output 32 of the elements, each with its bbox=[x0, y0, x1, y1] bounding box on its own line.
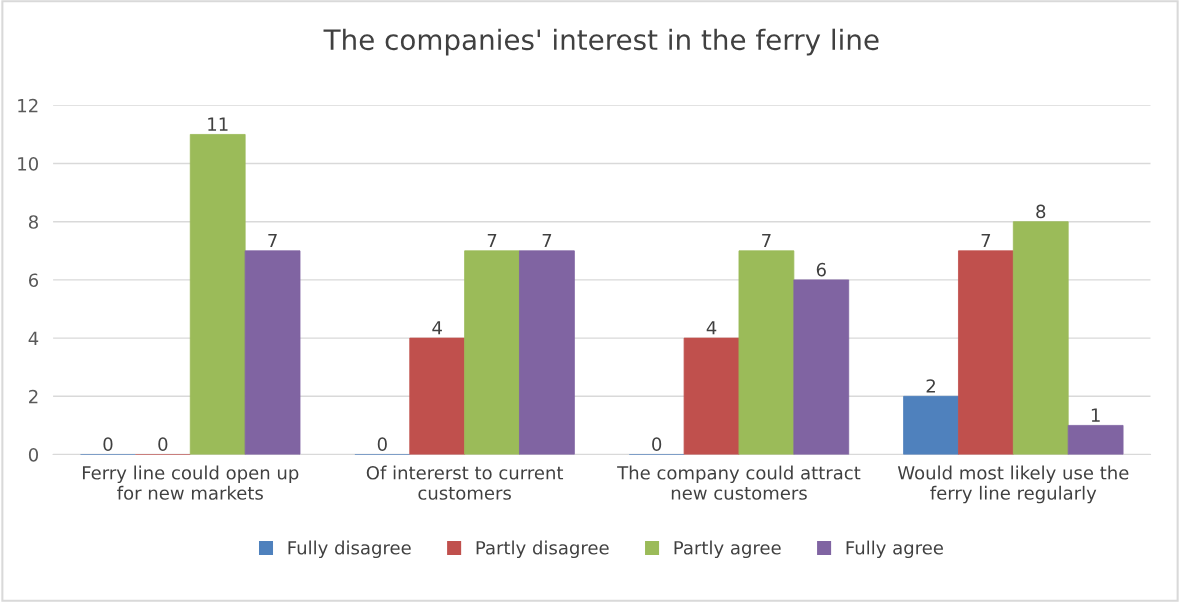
y-tick-label: 4 bbox=[28, 331, 39, 345]
chart-title: The companies' interest in the ferry line bbox=[323, 28, 879, 56]
legend-label: Partly agree bbox=[674, 540, 781, 559]
y-tick-label: 10 bbox=[18, 157, 39, 171]
data-label: 0 bbox=[103, 437, 113, 452]
x-tick-label: The company could attract new customers bbox=[617, 465, 861, 500]
data-label: 4 bbox=[432, 321, 442, 335]
data-label: 0 bbox=[158, 437, 168, 452]
data-label: 0 bbox=[652, 437, 662, 452]
legend-label: Fully disagree bbox=[288, 540, 411, 559]
data-label: 8 bbox=[1036, 204, 1046, 219]
data-label: 6 bbox=[816, 262, 826, 277]
legend-label: Partly disagree bbox=[476, 540, 609, 559]
data-label: 11 bbox=[208, 117, 228, 131]
y-tick-label: 2 bbox=[29, 389, 38, 404]
data-label: 7 bbox=[487, 233, 497, 248]
data-label: 7 bbox=[542, 233, 552, 248]
data-label: 7 bbox=[762, 233, 771, 248]
data-label: 2 bbox=[926, 379, 935, 393]
data-label: 4 bbox=[706, 321, 717, 335]
y-tick-label: 12 bbox=[18, 98, 38, 113]
x-tick-label: Ferry line could open up for new markets bbox=[82, 465, 299, 500]
y-tick-label: 8 bbox=[28, 215, 38, 229]
data-label: 1 bbox=[1091, 408, 1100, 422]
data-label: 7 bbox=[268, 233, 277, 248]
y-tick-label: 0 bbox=[28, 447, 39, 462]
data-label: 7 bbox=[981, 233, 991, 248]
y-tick-label: 6 bbox=[28, 273, 39, 288]
x-tick-label: Would most likely use the ferry line regularly bbox=[897, 465, 1129, 504]
legend-label: Fully agree bbox=[846, 540, 943, 559]
data-label: 0 bbox=[377, 437, 387, 452]
x-tick-label: Of intererst to current customers bbox=[366, 465, 564, 500]
